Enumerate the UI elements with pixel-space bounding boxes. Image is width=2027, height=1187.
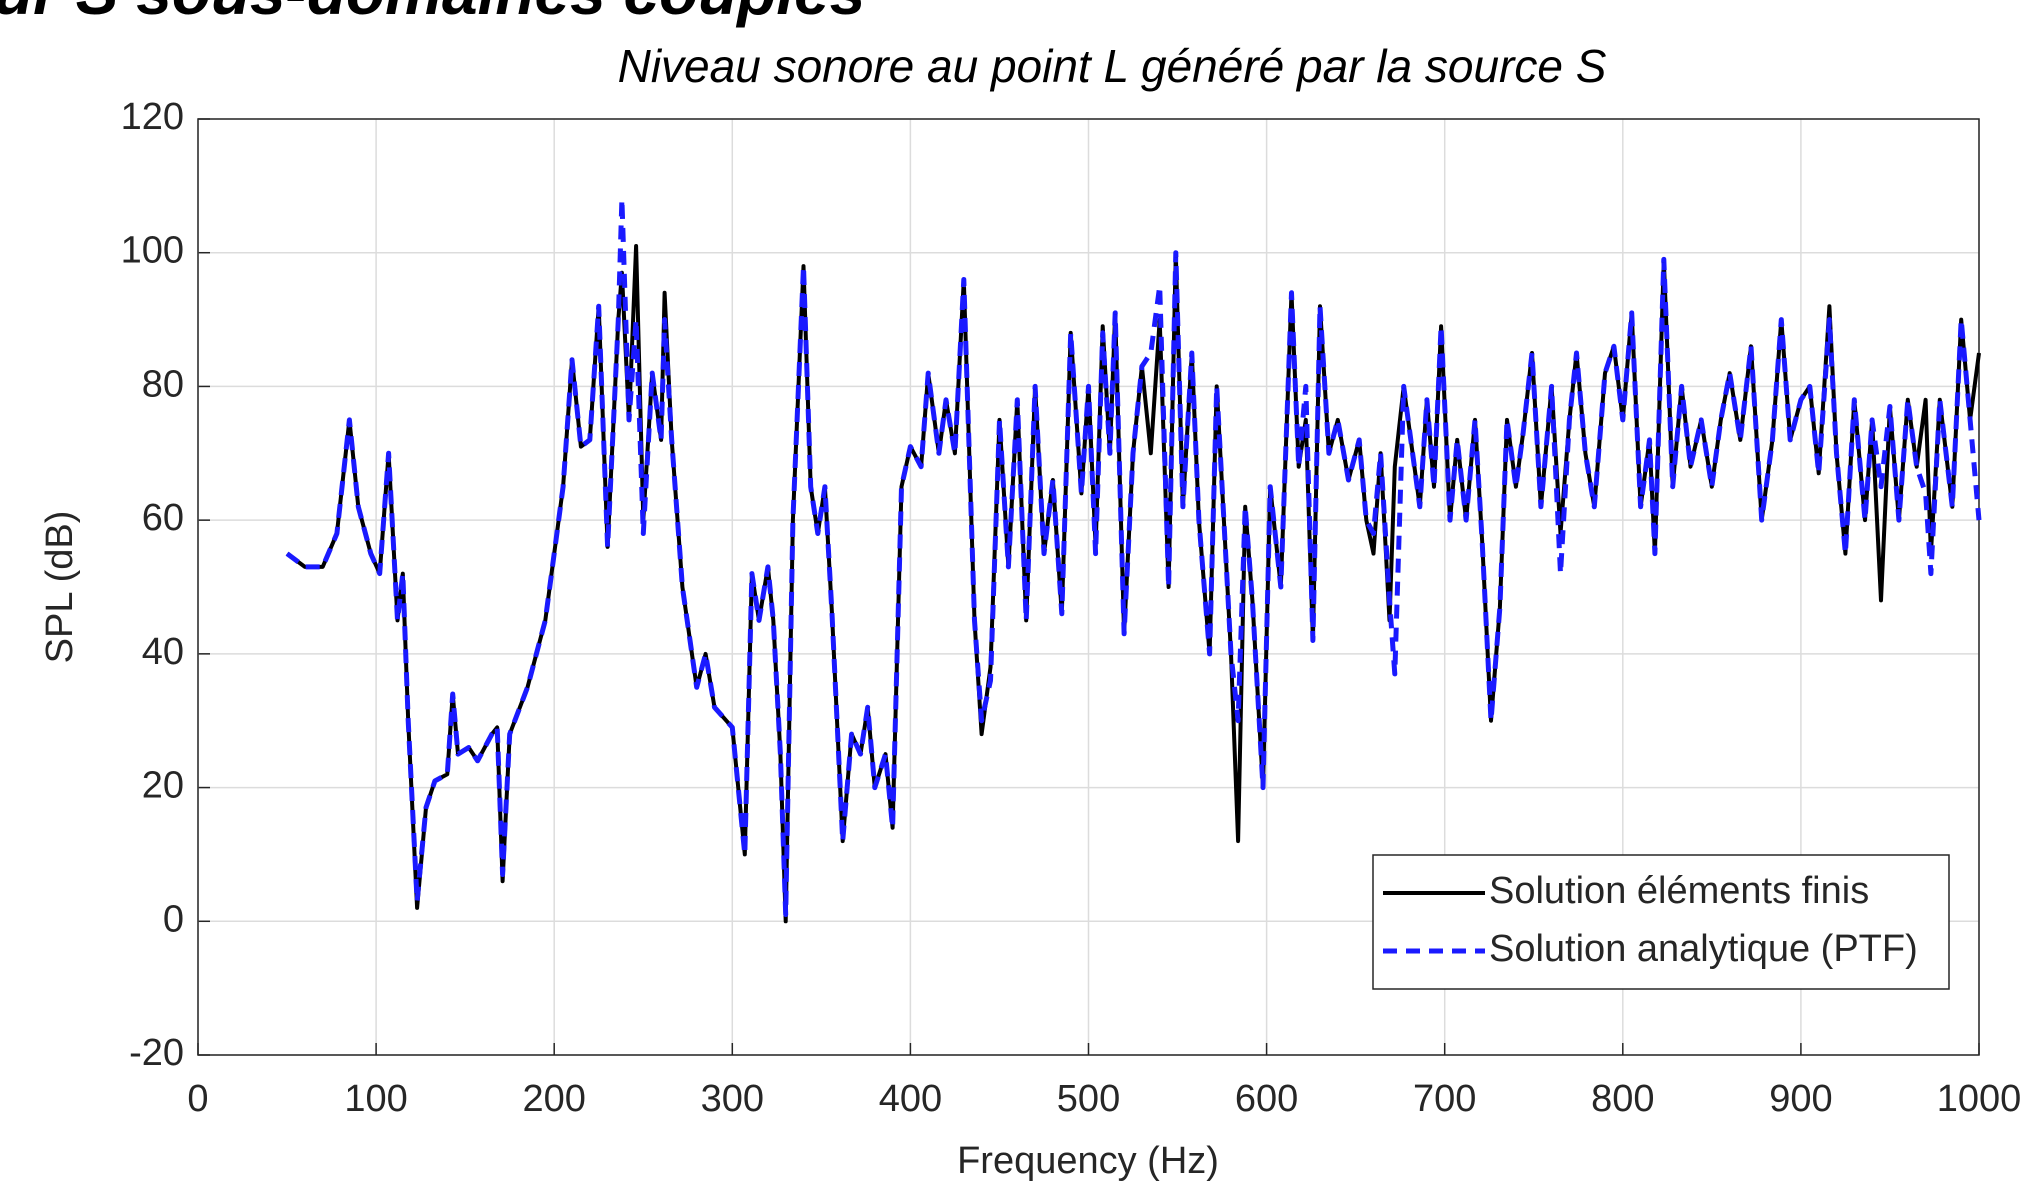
x-tick-label: 200 bbox=[522, 1078, 585, 1120]
legend-label: Solution analytique (PTF) bbox=[1489, 928, 1918, 970]
legend-box bbox=[1372, 854, 1950, 990]
x-tick-label: 700 bbox=[1413, 1078, 1476, 1120]
chart-title: Niveau sonore au point L généré par la s… bbox=[618, 40, 1607, 92]
x-tick-label: 0 bbox=[187, 1078, 208, 1120]
x-tick-label: 800 bbox=[1591, 1078, 1654, 1120]
x-axis-label: Frequency (Hz) bbox=[957, 1140, 1219, 1182]
x-tick-label: 100 bbox=[344, 1078, 407, 1120]
y-tick-label: 40 bbox=[142, 631, 184, 673]
y-tick-label: 0 bbox=[163, 898, 184, 940]
x-tick-label: 300 bbox=[701, 1078, 764, 1120]
x-tick-label: 500 bbox=[1057, 1078, 1120, 1120]
y-tick-label: -20 bbox=[129, 1032, 184, 1074]
page-heading: ur S sous-domaines couplés bbox=[0, 0, 865, 28]
legend-label: Solution éléments finis bbox=[1489, 870, 1869, 912]
axes-frame bbox=[197, 118, 1980, 1056]
x-tick-label: 400 bbox=[879, 1078, 942, 1120]
x-tick-label: 600 bbox=[1235, 1078, 1298, 1120]
y-tick-label: 120 bbox=[121, 96, 184, 138]
x-tick-label: 1000 bbox=[1937, 1078, 2022, 1120]
y-axis-label: SPL (dB) bbox=[39, 511, 81, 664]
y-tick-label: 20 bbox=[142, 765, 184, 807]
series-line bbox=[285, 244, 1981, 924]
series-line bbox=[285, 196, 1982, 918]
y-tick-label: 60 bbox=[142, 497, 184, 539]
y-tick-label: 100 bbox=[121, 230, 184, 272]
x-tick-label: 900 bbox=[1769, 1078, 1832, 1120]
y-tick-label: 80 bbox=[142, 363, 184, 405]
